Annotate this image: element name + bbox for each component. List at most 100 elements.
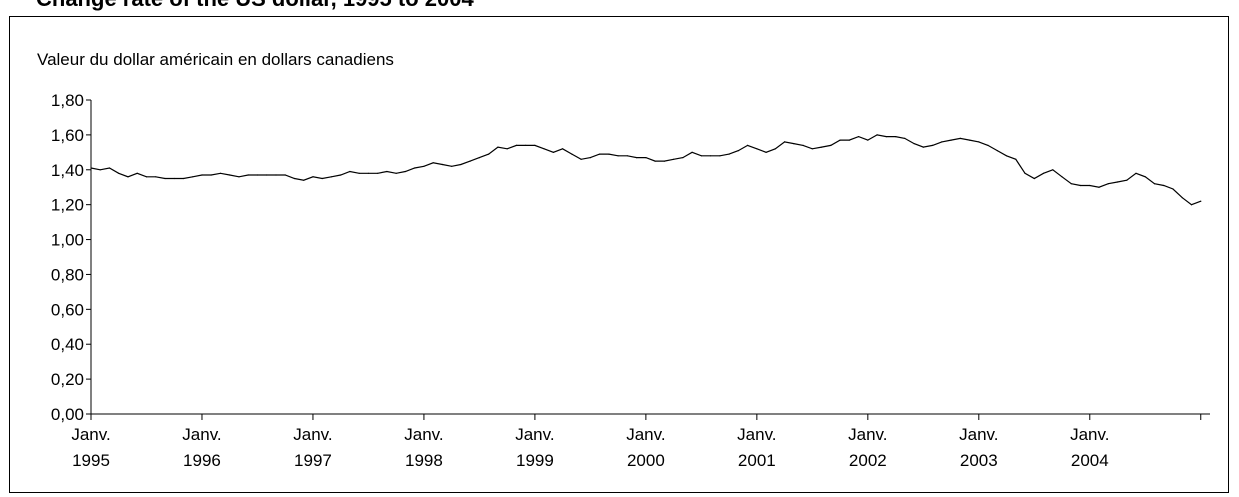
data-point	[1024, 172, 1026, 174]
data-point	[904, 137, 906, 139]
data-point	[497, 146, 499, 148]
data-point	[543, 148, 545, 150]
data-point	[756, 148, 758, 150]
data-point	[534, 144, 536, 146]
data-point	[1135, 172, 1137, 174]
data-point	[1153, 183, 1156, 185]
data-point	[312, 176, 314, 178]
data-point	[1015, 158, 1017, 160]
line-chart: Valeur du dollar américain en dollars ca…	[37, 50, 1210, 470]
data-point	[303, 179, 305, 181]
data-point	[959, 137, 961, 139]
data-point	[506, 148, 508, 150]
y-tick-label: 0,60	[51, 300, 84, 319]
data-point	[247, 174, 249, 176]
data-point	[765, 151, 767, 153]
data-point	[1089, 184, 1091, 187]
y-tick-label: 1,20	[51, 196, 84, 215]
data-point	[118, 172, 120, 174]
data-point	[663, 160, 666, 162]
x-axis-ticks: Janv. 1995 Janv. 1996 Janv. 1997 Janv. 1998 Janv…	[71, 414, 1202, 470]
data-point	[950, 139, 952, 141]
data-point	[1005, 155, 1008, 157]
series-line	[90, 134, 1202, 206]
data-point	[451, 165, 453, 167]
chart-frame: Valeur du dollar américain en dollars ca…	[9, 16, 1229, 493]
data-point	[256, 174, 259, 176]
x-tick-label-year: 1995	[72, 451, 110, 470]
data-point	[636, 157, 638, 159]
data-point	[377, 172, 379, 174]
y-tick-label: 0,40	[51, 335, 84, 354]
data-point	[1200, 200, 1202, 202]
data-point	[867, 139, 869, 141]
data-point	[164, 177, 166, 180]
data-point	[858, 136, 860, 138]
data-point	[811, 148, 813, 150]
y-tick-label: 1,80	[51, 91, 84, 110]
x-tick-label-year: 1996	[183, 451, 221, 470]
axes	[90, 100, 1210, 415]
data-point	[173, 177, 175, 180]
data-point	[895, 136, 897, 138]
data-point	[987, 144, 989, 146]
data-point	[210, 174, 212, 176]
data-point	[876, 134, 878, 136]
data-point	[737, 150, 740, 152]
data-point	[885, 136, 887, 138]
x-tick-label-month: Janv.	[404, 425, 443, 444]
y-tick-label: 0,00	[51, 405, 84, 424]
data-point	[562, 148, 564, 150]
data-point	[589, 157, 592, 159]
data-point	[821, 146, 823, 148]
data-point	[201, 174, 203, 176]
data-point	[515, 144, 517, 146]
data-point	[682, 157, 684, 159]
data-point	[710, 155, 712, 157]
data-point	[1126, 179, 1128, 181]
page-title: Change rate of the US dollar, 1995 to 20…	[0, 0, 1239, 14]
y-axis-label: Valeur du dollar américain en dollars ca…	[37, 50, 394, 69]
data-point	[1052, 169, 1054, 171]
data-point	[691, 151, 693, 153]
data-point	[1070, 183, 1072, 185]
x-tick-label-month: Janv.	[959, 425, 998, 444]
data-point	[349, 170, 351, 173]
data-point	[552, 151, 555, 153]
data-point	[839, 139, 841, 141]
data-point	[266, 174, 268, 176]
data-point	[192, 176, 194, 178]
y-tick-label: 0,80	[51, 265, 84, 284]
data-point	[978, 141, 980, 143]
y-tick-label: 1,40	[51, 161, 84, 180]
data-point	[645, 157, 647, 159]
data-point	[340, 174, 342, 176]
data-point	[525, 144, 527, 146]
data-point	[423, 165, 425, 167]
data-point	[414, 167, 416, 169]
data-point	[460, 163, 462, 166]
data-point	[127, 176, 129, 178]
data-point	[1042, 172, 1045, 174]
data-point	[1144, 176, 1146, 178]
x-tick-label-month: Janv.	[848, 425, 887, 444]
data-point	[99, 169, 101, 171]
y-tick-label: 1,00	[51, 231, 84, 250]
data-point	[599, 153, 601, 155]
data-point	[784, 141, 786, 143]
data-point	[1172, 188, 1174, 190]
data-point	[1116, 181, 1119, 183]
data-point	[654, 160, 656, 162]
data-point	[478, 157, 480, 159]
data-point	[1079, 184, 1082, 187]
data-point	[626, 155, 629, 157]
x-tick-label-month: Janv.	[293, 425, 332, 444]
data-point	[293, 177, 296, 180]
data-point	[386, 170, 388, 173]
x-tick-label-year: 2003	[960, 451, 998, 470]
x-tick-label-month: Janv.	[182, 425, 221, 444]
x-tick-label-year: 1998	[405, 451, 443, 470]
data-point	[969, 139, 971, 141]
data-point	[913, 143, 915, 145]
data-point	[275, 174, 277, 176]
